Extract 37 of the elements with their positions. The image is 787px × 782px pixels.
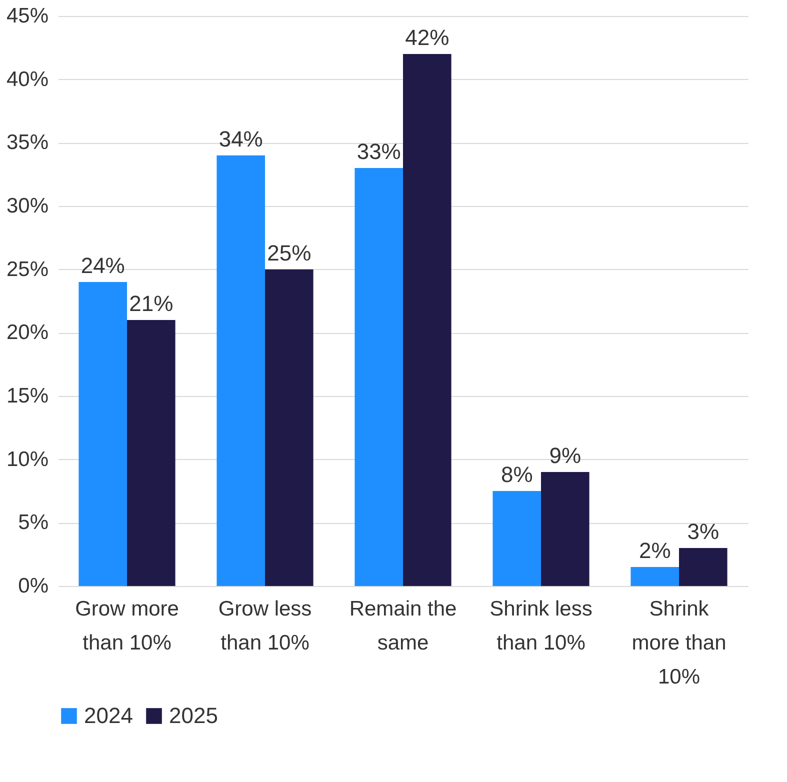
y-tick-label: 5%: [18, 511, 48, 534]
y-tick-label: 40%: [6, 68, 48, 91]
bar: [127, 320, 176, 586]
data-label: 24%: [80, 253, 125, 278]
data-label: 3%: [687, 519, 720, 544]
bar: [403, 54, 452, 586]
data-label: 9%: [549, 443, 582, 468]
legend-label: 2024: [84, 703, 133, 728]
legend-label: 2025: [169, 703, 218, 728]
y-tick-label: 35%: [6, 131, 48, 154]
y-tick-label: 0%: [18, 574, 48, 598]
bar: [78, 282, 127, 586]
y-tick-label: 20%: [6, 321, 48, 344]
y-tick-label: 45%: [6, 4, 48, 28]
y-tick-label: 15%: [6, 384, 48, 408]
y-tick-label: 10%: [6, 448, 48, 471]
bar: [354, 168, 403, 586]
x-tick-label: Grow more than 10%: [75, 598, 179, 654]
bar: [541, 472, 590, 586]
data-label: 34%: [218, 126, 263, 152]
bar: [216, 155, 265, 586]
x-tick-label: Shrink more than 10%: [632, 598, 726, 688]
x-tick-label: Remain the same: [349, 598, 457, 654]
x-tick-label: Grow less than 10%: [218, 598, 312, 654]
y-tick-label: 25%: [6, 258, 48, 281]
data-label: 8%: [500, 462, 533, 487]
data-label: 25%: [267, 240, 312, 266]
bar: [630, 567, 679, 586]
bar: [492, 491, 541, 586]
x-tick-label: Shrink less than 10%: [490, 598, 592, 654]
data-label: 42%: [405, 25, 450, 50]
y-tick-label: 30%: [6, 194, 48, 218]
data-label: 33%: [356, 139, 401, 164]
bar: [265, 269, 314, 586]
data-label: 2%: [638, 538, 671, 563]
bar: [679, 548, 728, 586]
data-label: 21%: [129, 291, 174, 316]
